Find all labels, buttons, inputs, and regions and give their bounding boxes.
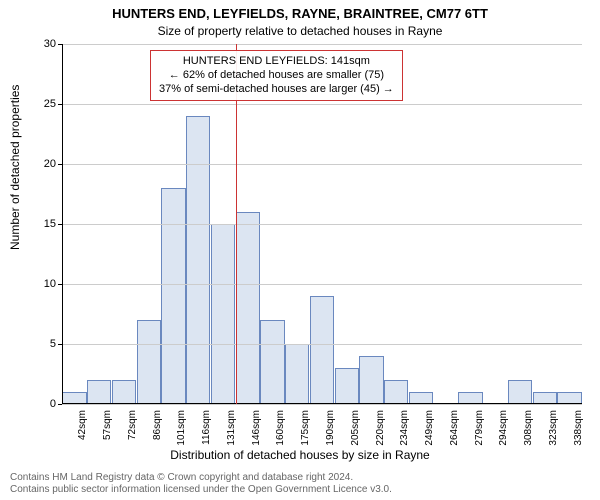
xtick-label: 205sqm <box>350 410 361 460</box>
xtick-label: 131sqm <box>226 410 237 460</box>
xtick-label: 279sqm <box>474 410 485 460</box>
xtick-label: 146sqm <box>251 410 262 460</box>
histogram-bar <box>161 188 185 404</box>
histogram-bar <box>87 380 111 404</box>
xtick-label: 42sqm <box>77 410 88 460</box>
ytick-label: 25 <box>26 98 56 110</box>
ytick-label: 30 <box>26 38 56 50</box>
xtick-label: 234sqm <box>399 410 410 460</box>
histogram-bar <box>211 224 235 404</box>
histogram-bar <box>359 356 383 404</box>
gridline <box>62 44 582 45</box>
histogram-bar <box>285 344 309 404</box>
histogram-bar <box>112 380 136 404</box>
histogram-bar <box>310 296 334 404</box>
property-callout: HUNTERS END LEYFIELDS: 141sqm← 62% of de… <box>150 50 403 101</box>
xtick-label: 264sqm <box>449 410 460 460</box>
callout-line-3: 37% of semi-detached houses are larger (… <box>159 83 394 97</box>
xtick-label: 220sqm <box>375 410 386 460</box>
xtick-label: 101sqm <box>176 410 187 460</box>
ytick-mark <box>58 404 62 405</box>
xtick-label: 190sqm <box>325 410 336 460</box>
chart-title: HUNTERS END, LEYFIELDS, RAYNE, BRAINTREE… <box>0 6 600 21</box>
callout-line-2: ← 62% of detached houses are smaller (75… <box>159 69 394 83</box>
xtick-label: 116sqm <box>201 410 212 460</box>
histogram-bar <box>384 380 408 404</box>
gridline <box>62 284 582 285</box>
gridline <box>62 404 582 405</box>
xtick-label: 294sqm <box>498 410 509 460</box>
ytick-label: 20 <box>26 158 56 170</box>
histogram-bar <box>508 380 532 404</box>
xtick-label: 57sqm <box>102 410 113 460</box>
histogram-bar <box>236 212 260 404</box>
ytick-label: 5 <box>26 338 56 350</box>
ytick-label: 15 <box>26 218 56 230</box>
gridline <box>62 164 582 165</box>
footer-line-2: Contains public sector information licen… <box>10 484 590 496</box>
gridline <box>62 344 582 345</box>
x-axis-line <box>62 403 582 404</box>
y-axis-label: Number of detached properties <box>8 85 22 250</box>
ytick-label: 0 <box>26 398 56 410</box>
gridline <box>62 224 582 225</box>
callout-line-1: HUNTERS END LEYFIELDS: 141sqm <box>159 55 394 69</box>
chart-container: HUNTERS END, LEYFIELDS, RAYNE, BRAINTREE… <box>0 0 600 500</box>
histogram-bar <box>186 116 210 404</box>
gridline <box>62 104 582 105</box>
footer-attribution: Contains HM Land Registry data © Crown c… <box>10 472 590 496</box>
histogram-bar <box>335 368 359 404</box>
ytick-label: 10 <box>26 278 56 290</box>
xtick-label: 175sqm <box>300 410 311 460</box>
xtick-label: 308sqm <box>523 410 534 460</box>
chart-subtitle: Size of property relative to detached ho… <box>0 24 600 38</box>
footer-line-1: Contains HM Land Registry data © Crown c… <box>10 472 590 484</box>
xtick-label: 160sqm <box>275 410 286 460</box>
xtick-label: 338sqm <box>573 410 584 460</box>
xtick-label: 86sqm <box>152 410 163 460</box>
y-axis-line <box>62 44 63 404</box>
histogram-bar <box>260 320 284 404</box>
xtick-label: 323sqm <box>548 410 559 460</box>
xtick-label: 249sqm <box>424 410 435 460</box>
histogram-bar <box>137 320 161 404</box>
xtick-label: 72sqm <box>127 410 138 460</box>
